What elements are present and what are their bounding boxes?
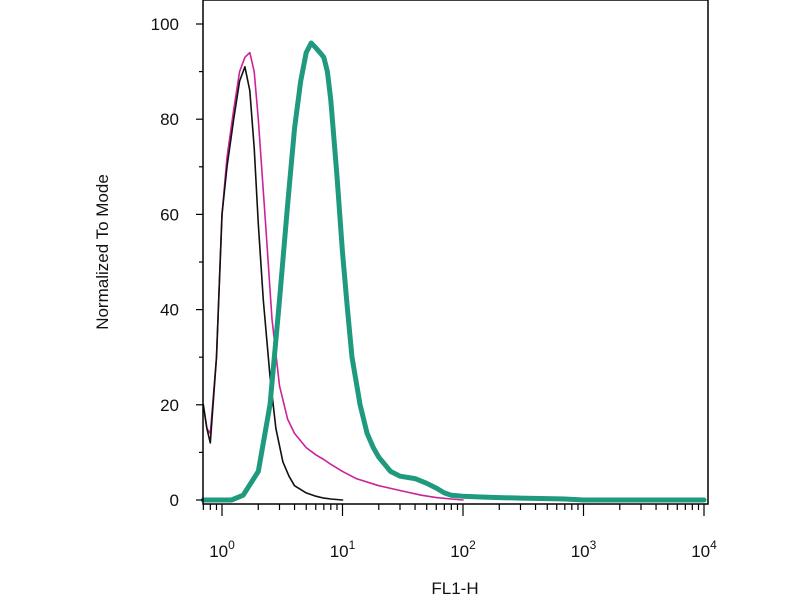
series-line-3 bbox=[200, 40, 707, 503]
x-axis: 100 101 102 103 104 bbox=[202, 504, 717, 561]
x-tick-label: 101 bbox=[330, 538, 356, 561]
y-tick-label: 100 bbox=[151, 15, 179, 34]
y-tick-label: 20 bbox=[160, 396, 179, 415]
y-tick-label: 40 bbox=[160, 301, 179, 320]
series-line-2 bbox=[202, 66, 344, 501]
series-layer bbox=[200, 40, 707, 503]
y-tick-label: 80 bbox=[160, 110, 179, 129]
x-tick-label: 100 bbox=[209, 538, 235, 561]
y-tick-label: 0 bbox=[170, 491, 179, 510]
y-tick-label: 60 bbox=[160, 205, 179, 224]
x-axis-label: FL1-H bbox=[431, 579, 478, 598]
y-axis: 0 20 40 60 80 100 bbox=[151, 15, 203, 510]
plot-frame bbox=[202, 0, 709, 505]
y-axis-label: Normalized To Mode bbox=[93, 174, 112, 330]
x-tick-label: 104 bbox=[691, 538, 717, 561]
x-tick-label: 102 bbox=[450, 538, 476, 561]
x-tick-label: 103 bbox=[571, 538, 597, 561]
